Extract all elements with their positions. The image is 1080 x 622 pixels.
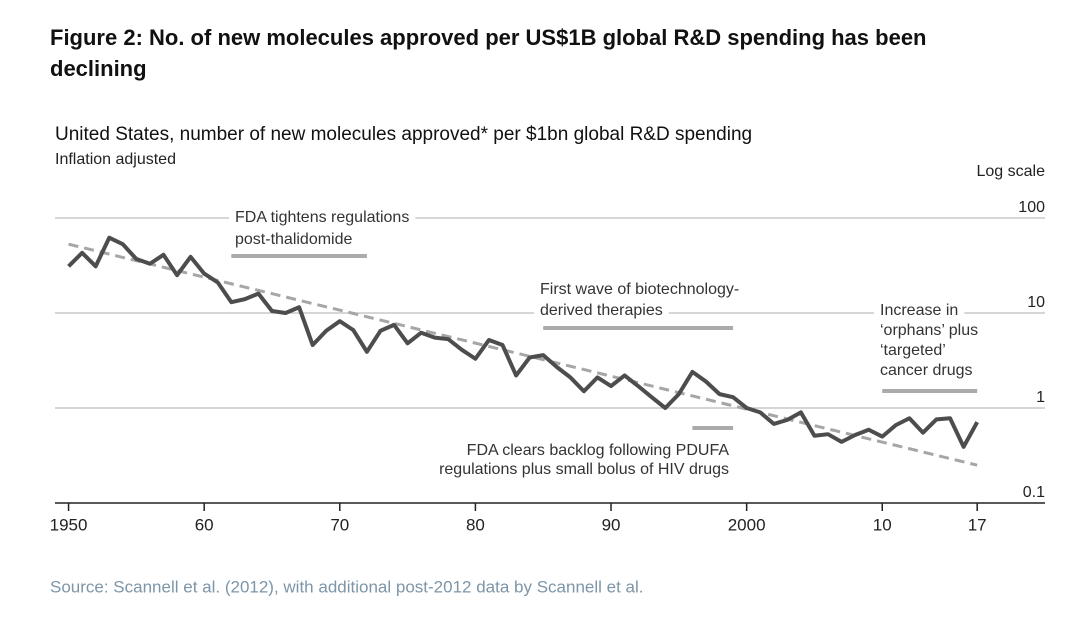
data-line <box>67 235 979 449</box>
x-tick-label: 1950 <box>50 515 88 534</box>
source: Source: Scannell et al. (2012), with add… <box>50 577 643 596</box>
annotation-bg <box>534 302 669 320</box>
chart-note: Inflation adjusted <box>55 151 176 168</box>
y-tick-label: 0.1 <box>1023 484 1045 501</box>
figure-title: Figure 2: No. of new molecules approved … <box>50 25 927 81</box>
trend-line <box>68 242 978 467</box>
annotation: regulations plus small bolus of HIV drug… <box>439 461 729 478</box>
annotation: ‘orphans’ plus <box>880 322 978 339</box>
y-tick-label: 1 <box>1036 389 1045 406</box>
annotation-bg <box>460 442 736 460</box>
annotation-bg <box>874 362 979 380</box>
annotation-bg <box>534 281 746 299</box>
annotation: FDA clears backlog following PDUFA <box>467 442 730 459</box>
annotation-bar <box>692 426 734 430</box>
annotation-bg <box>874 322 985 340</box>
annotation: derived therapies <box>540 302 663 319</box>
x-tick-label: 2000 <box>728 515 766 534</box>
chart-subtitle: United States, number of new molecules a… <box>55 124 752 145</box>
annotation-bg <box>229 209 416 227</box>
annotation: Increase in <box>880 302 958 319</box>
x-tick-label: 17 <box>968 515 987 534</box>
annotation-bg <box>229 231 359 249</box>
annotation-bar <box>882 389 978 393</box>
scale-label: Log scale <box>977 163 1046 180</box>
x-tick-label: 60 <box>195 515 214 534</box>
x-tick-label: 10 <box>873 515 892 534</box>
x-tick-label: 90 <box>602 515 621 534</box>
annotation-bg <box>874 302 965 320</box>
x-tick-label: 80 <box>466 515 485 534</box>
annotation-bg <box>874 342 952 360</box>
x-tick-label: 70 <box>330 515 349 534</box>
annotation: cancer drugs <box>880 362 973 379</box>
annotation-bar <box>543 326 734 330</box>
y-tick-label: 10 <box>1027 294 1045 311</box>
y-tick-label: 100 <box>1018 199 1045 216</box>
annotation: ‘targeted’ <box>880 342 946 359</box>
annotation: FDA tightens regulations <box>235 209 409 226</box>
annotation-bg <box>433 461 735 479</box>
annotation-bar <box>231 254 367 258</box>
annotation: post-thalidomide <box>235 231 353 248</box>
annotation: First wave of biotechnology- <box>540 281 739 298</box>
